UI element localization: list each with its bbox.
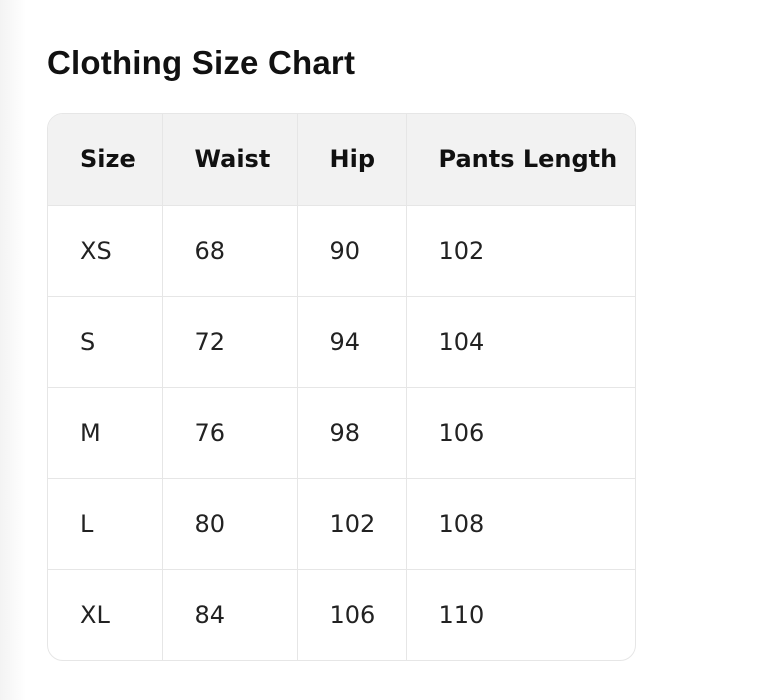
left-edge-shadow <box>0 0 26 700</box>
cell-hip: 102 <box>297 478 407 570</box>
cell-size: L <box>48 478 163 570</box>
table-header-row: Size Waist Hip Pants Length <box>48 114 635 206</box>
cell-hip: 90 <box>297 205 407 297</box>
cell-size: M <box>48 387 163 479</box>
table-row: M 76 98 106 <box>48 387 635 479</box>
table-row: S 72 94 104 <box>48 296 635 388</box>
table-row: XL 84 106 110 <box>48 569 635 660</box>
header-waist: Waist <box>162 114 298 206</box>
cell-waist: 84 <box>162 569 298 660</box>
cell-pants-length: 106 <box>406 387 635 479</box>
cell-pants-length: 104 <box>406 296 635 388</box>
cell-pants-length: 110 <box>438 600 485 629</box>
size-chart-table: Size Waist Hip Pants Length XS 68 90 102 S 72… <box>47 113 636 661</box>
cell-waist: 68 <box>162 205 298 297</box>
cell-size: XS <box>48 205 163 297</box>
cell-size: S <box>48 296 163 388</box>
cell-hip: 98 <box>297 387 407 479</box>
cell-waist: 76 <box>162 387 298 479</box>
cell-hip: 94 <box>297 296 407 388</box>
page-title: Clothing Size Chart <box>47 44 356 81</box>
cell-pants-length: 108 <box>406 478 635 570</box>
cell-waist: 72 <box>162 296 298 388</box>
cell-pants-length: 102 <box>406 205 635 297</box>
cell-size: XL <box>48 569 163 660</box>
header-size: Size <box>48 114 163 206</box>
table-row: L 80 102 108 <box>48 478 635 570</box>
header-pants-length: Pants Length <box>406 114 635 206</box>
cell-hip: 106 <box>297 569 407 660</box>
cell-waist: 80 <box>162 478 298 570</box>
header-hip: Hip <box>297 114 407 206</box>
table-row: XS 68 90 102 <box>48 205 635 297</box>
